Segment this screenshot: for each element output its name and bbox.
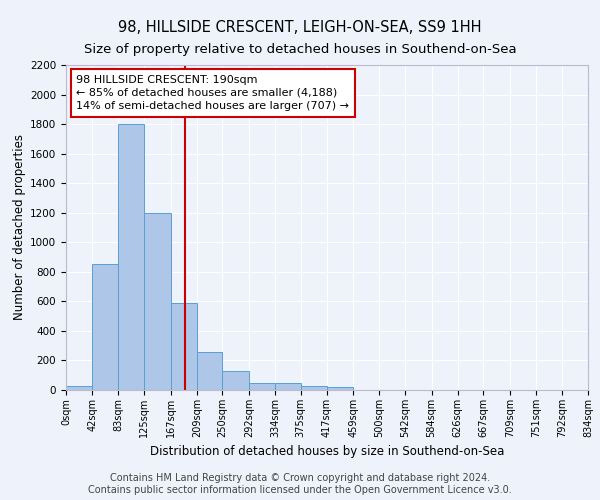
Bar (249, 384, 275, 390)
Bar (92, 264, 118, 390)
Bar (170, 303, 197, 390)
Text: Contains HM Land Registry data © Crown copyright and database right 2024.
Contai: Contains HM Land Registry data © Crown c… (88, 474, 512, 495)
Y-axis label: Number of detached properties: Number of detached properties (13, 134, 26, 320)
Text: Size of property relative to detached houses in Southend-on-Sea: Size of property relative to detached ho… (83, 42, 517, 56)
Bar (223, 371, 249, 390)
Bar (118, 124, 144, 390)
Bar (144, 212, 170, 390)
Bar (197, 352, 223, 390)
Bar (327, 387, 353, 390)
Text: 98, HILLSIDE CRESCENT, LEIGH-ON-SEA, SS9 1HH: 98, HILLSIDE CRESCENT, LEIGH-ON-SEA, SS9… (118, 20, 482, 35)
Text: 98 HILLSIDE CRESCENT: 190sqm
← 85% of detached houses are smaller (4,188)
14% of: 98 HILLSIDE CRESCENT: 190sqm ← 85% of de… (76, 74, 349, 111)
X-axis label: Distribution of detached houses by size in Southend-on-Sea: Distribution of detached houses by size … (150, 446, 504, 458)
Bar (66, 386, 92, 390)
Bar (301, 386, 327, 390)
Bar (275, 384, 301, 390)
